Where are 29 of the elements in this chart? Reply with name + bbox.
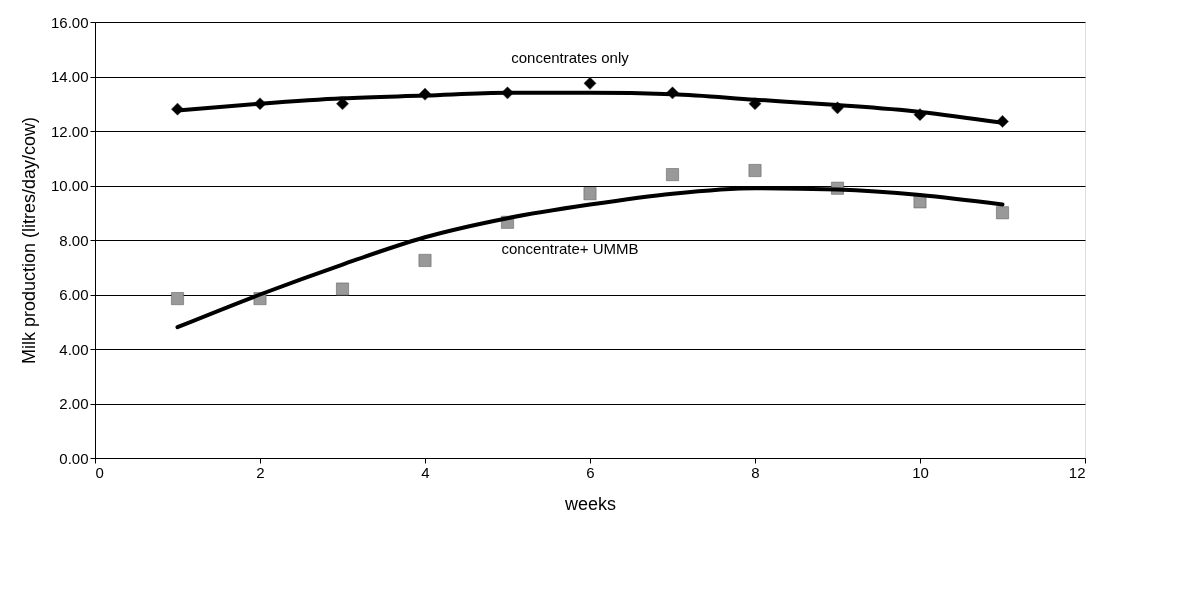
x-tick-label: 0 — [95, 463, 104, 481]
point — [583, 187, 597, 201]
point — [913, 195, 927, 209]
point — [336, 282, 349, 296]
y-tick-label: 14.00 — [50, 68, 89, 85]
y-tick-label: 0.00 — [59, 449, 89, 467]
y-tick-label: 4.00 — [59, 340, 89, 358]
x-tick-label: 2 — [256, 463, 265, 481]
x-tick-label: 6 — [586, 463, 595, 481]
y-axis-title: Milk production (litres/day/cow) — [18, 116, 39, 365]
x-tick-label: 12 — [1068, 463, 1086, 481]
x-axis-title: weeks — [563, 493, 617, 514]
point — [748, 164, 762, 177]
x-tick-label: 8 — [751, 463, 760, 481]
point — [171, 292, 184, 305]
point — [666, 168, 679, 181]
point — [996, 206, 1009, 220]
point — [418, 254, 432, 267]
x-tick-label: 10 — [912, 463, 929, 481]
x-tick-label: 4 — [421, 463, 430, 481]
y-tick-label: 2.00 — [59, 395, 89, 412]
y-tick-label: 12.00 — [50, 122, 89, 140]
series-label: concentrate+ UMMB — [501, 239, 639, 257]
series-label: concentrates only — [511, 49, 630, 67]
y-tick-label: 6.00 — [59, 286, 89, 303]
y-tick-label: 8.00 — [59, 231, 89, 249]
y-tick-label: 10.00 — [50, 177, 89, 194]
point — [583, 76, 597, 90]
y-tick-label: 16.00 — [50, 13, 89, 31]
